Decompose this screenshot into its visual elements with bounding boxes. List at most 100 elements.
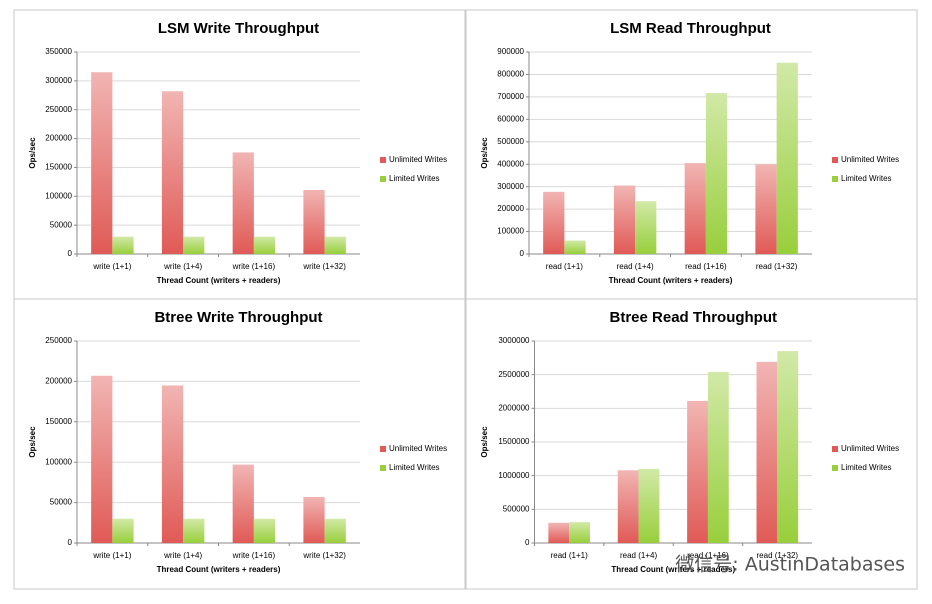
bar xyxy=(183,236,205,254)
legend-swatch xyxy=(380,465,386,471)
x-axis-label: Thread Count (writers + readers) xyxy=(157,276,281,285)
y-tick-label: 200000 xyxy=(45,134,72,143)
y-tick-label: 500000 xyxy=(497,137,524,146)
legend-swatch xyxy=(832,446,838,452)
y-tick-label: 50000 xyxy=(50,498,73,507)
bar xyxy=(617,470,639,543)
y-tick-label: 200000 xyxy=(497,204,524,213)
bar xyxy=(755,164,777,254)
y-tick-label: 500000 xyxy=(503,504,530,513)
bar xyxy=(564,240,586,254)
legend-swatch xyxy=(380,446,386,452)
legend-label: Unlimited Writes xyxy=(389,444,447,453)
y-tick-label: 3000000 xyxy=(498,336,530,345)
y-axis-label: Ops/sec xyxy=(480,426,489,458)
y-tick-label: 0 xyxy=(525,538,530,547)
x-tick-label: read (1+4) xyxy=(620,551,657,560)
y-axis-label: Ops/sec xyxy=(480,137,489,169)
x-tick-label: write (1+16) xyxy=(232,551,276,560)
bar xyxy=(161,91,184,254)
y-tick-label: 2500000 xyxy=(498,370,530,379)
chart: Btree Read Throughput 0 500000 1000000 15000… xyxy=(465,298,918,590)
y-tick-label: 2000000 xyxy=(498,403,530,412)
bar xyxy=(613,185,636,254)
bar xyxy=(756,361,778,543)
x-tick-label: write (1+4) xyxy=(163,551,202,560)
legend-label: Limited Writes xyxy=(389,463,440,472)
y-tick-label: 1500000 xyxy=(498,437,530,446)
y-tick-label: 50000 xyxy=(50,220,73,229)
bar xyxy=(112,518,134,543)
bar xyxy=(253,236,276,254)
x-tick-label: write (1+4) xyxy=(163,262,202,271)
bar xyxy=(684,163,706,254)
x-tick-label: write (1+32) xyxy=(302,551,346,560)
legend-swatch xyxy=(380,157,386,163)
watermark: 微信号: AustinDatabases xyxy=(675,554,905,576)
chart-title: Btree Read Throughput xyxy=(610,309,778,326)
y-tick-label: 1000000 xyxy=(498,471,530,480)
x-tick-label: read (1+16) xyxy=(685,262,727,271)
bar xyxy=(303,189,325,254)
y-tick-label: 300000 xyxy=(497,182,524,191)
x-tick-label: write (1+16) xyxy=(232,262,276,271)
bar xyxy=(777,351,799,543)
y-tick-label: 600000 xyxy=(497,114,524,123)
y-tick-label: 250000 xyxy=(45,336,72,345)
legend-swatch xyxy=(832,465,838,471)
legend-label: Unlimited Writes xyxy=(389,155,447,164)
y-tick-label: 200000 xyxy=(45,377,72,386)
y-axis-label: Ops/sec xyxy=(28,426,37,458)
bar xyxy=(183,518,205,543)
y-tick-label: 0 xyxy=(68,538,73,547)
bar xyxy=(707,371,729,543)
bar xyxy=(232,464,254,543)
x-tick-label: write (1+1) xyxy=(92,551,131,560)
y-tick-label: 300000 xyxy=(45,76,72,85)
x-tick-label: read (1+4) xyxy=(617,262,654,271)
x-tick-label: write (1+1) xyxy=(92,262,131,271)
x-tick-label: read (1+1) xyxy=(546,262,583,271)
bar xyxy=(324,518,346,543)
bar xyxy=(112,236,134,254)
chart-title: LSM Write Throughput xyxy=(158,20,319,37)
legend-label: Limited Writes xyxy=(389,174,440,183)
y-tick-label: 400000 xyxy=(497,159,524,168)
x-axis-label: Thread Count (writers + readers) xyxy=(611,565,735,574)
y-tick-label: 0 xyxy=(520,249,525,258)
legend-swatch xyxy=(380,176,386,182)
y-tick-label: 800000 xyxy=(497,70,524,79)
y-tick-label: 700000 xyxy=(497,92,524,101)
legend-label: Unlimited Writes xyxy=(841,155,899,164)
y-axis-label: Ops/sec xyxy=(28,137,37,169)
bar xyxy=(687,400,708,543)
x-tick-label: write (1+32) xyxy=(302,262,346,271)
bar xyxy=(91,375,113,543)
bar xyxy=(91,72,113,254)
y-tick-label: 350000 xyxy=(45,47,72,56)
bar xyxy=(569,522,590,543)
legend-label: Limited Writes xyxy=(841,174,892,183)
x-tick-label: read (1+16) xyxy=(687,551,729,560)
bar xyxy=(161,385,184,543)
bar xyxy=(324,236,346,254)
legend-swatch xyxy=(832,176,838,182)
chart-title: Btree Write Throughput xyxy=(154,309,322,326)
x-axis-label: Thread Count (writers + readers) xyxy=(157,565,281,574)
x-axis-label: Thread Count (writers + readers) xyxy=(609,276,733,285)
bar xyxy=(253,518,276,543)
y-tick-label: 0 xyxy=(68,249,73,258)
y-tick-label: 250000 xyxy=(45,105,72,114)
legend-label: Unlimited Writes xyxy=(841,444,899,453)
bar xyxy=(635,201,657,254)
x-tick-label: read (1+32) xyxy=(757,551,799,560)
y-tick-label: 100000 xyxy=(45,457,72,466)
chart-title: LSM Read Throughput xyxy=(610,20,771,37)
x-tick-label: read (1+1) xyxy=(551,551,588,560)
bar xyxy=(638,468,660,543)
legend-label: Limited Writes xyxy=(841,463,892,472)
chart: Btree Write Throughput 0 50000 100000 150000… xyxy=(13,298,466,590)
x-tick-label: read (1+32) xyxy=(756,262,798,271)
bar xyxy=(543,191,565,254)
